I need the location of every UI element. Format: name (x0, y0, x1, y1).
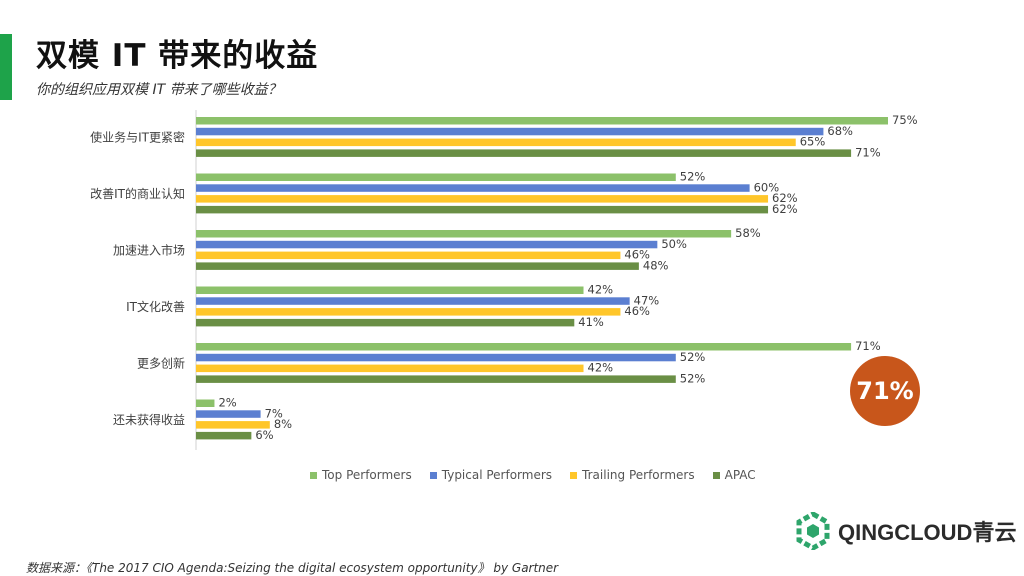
chart-legend: Top Performers Typical Performers Traili… (310, 468, 756, 482)
bar (196, 251, 621, 260)
data-label: 46% (624, 304, 650, 318)
data-label: 68% (827, 124, 853, 138)
category-label: 加速进入市场 (113, 243, 185, 258)
legend-swatch-top (310, 471, 317, 479)
category-label: 还未获得收益 (113, 412, 185, 427)
data-label: 47% (634, 293, 660, 307)
legend-item-top: Top Performers (310, 468, 412, 482)
legend-item-typical: Typical Performers (429, 468, 553, 482)
data-label: 52% (680, 371, 706, 385)
data-label: 6% (255, 428, 273, 442)
bar (196, 410, 261, 418)
bar (196, 138, 796, 147)
legend-swatch-typical (429, 471, 437, 479)
bar (196, 240, 658, 249)
legend-item-trailing: Trailing Performers (570, 468, 695, 482)
bar (196, 173, 676, 181)
bar (196, 308, 621, 316)
bar (196, 297, 630, 305)
bar (196, 431, 252, 440)
bar (196, 149, 852, 157)
data-label: 42% (588, 283, 614, 297)
data-label: 48% (643, 258, 669, 272)
data-label: 41% (578, 315, 604, 329)
bar (196, 184, 750, 192)
data-label: 71% (855, 145, 881, 159)
bar (196, 195, 769, 203)
qingcloud-logo: QINGCLOUD青云 (796, 512, 1016, 550)
data-label: 7% (265, 406, 283, 420)
source-footnote: 数据来源：《The 2017 CIO Agenda:Seizing the di… (26, 561, 559, 575)
data-label: 62% (772, 202, 798, 216)
data-label: 71% (855, 339, 881, 353)
data-label: 52% (680, 170, 706, 184)
bar (196, 375, 676, 383)
bar (196, 364, 584, 373)
bar-chart: 使业务与IT更紧密75%68%65%71%改善IT的商业认知52%60%62%6… (90, 110, 918, 450)
logo-text: QINGCLOUD青云 (838, 520, 1017, 545)
bar (196, 399, 215, 407)
legend-item-apac: APAC (712, 468, 756, 482)
data-label: 50% (661, 237, 687, 251)
category-label: 改善IT的商业认知 (90, 186, 185, 201)
data-label: 8% (274, 417, 292, 431)
data-label: 60% (754, 180, 780, 194)
legend-label-trailing: Trailing Performers (582, 468, 695, 482)
highlight-callout: 71% (850, 356, 920, 426)
category-label: IT文化改善 (126, 299, 185, 314)
category-label: 更多创新 (137, 356, 185, 371)
data-label: 42% (588, 361, 614, 375)
bar (196, 421, 270, 429)
bar (196, 127, 824, 136)
legend-label-top: Top Performers (322, 468, 412, 482)
data-label: 58% (735, 226, 761, 240)
category-label: 使业务与IT更紧密 (90, 130, 185, 145)
bar (196, 262, 639, 270)
data-label: 46% (624, 248, 650, 262)
data-label: 52% (680, 350, 706, 364)
bar (196, 353, 676, 362)
bar (196, 286, 584, 294)
legend-swatch-trailing (570, 471, 578, 479)
bar (196, 205, 769, 214)
bar (196, 117, 888, 125)
bar (196, 318, 575, 327)
page-title: 双模 IT 带来的收益 (36, 38, 319, 74)
data-label: 65% (800, 135, 826, 149)
page-subtitle: 你的组织应用双模 IT 带来了哪些收益？ (36, 82, 282, 98)
bar (196, 343, 852, 351)
bar (196, 230, 732, 238)
qingcloud-logo-icon (796, 512, 830, 550)
legend-swatch-apac (712, 471, 720, 479)
legend-label-apac: APAC (724, 468, 756, 482)
legend-label-typical: Typical Performers (441, 468, 553, 482)
data-label: 62% (772, 191, 798, 205)
data-label: 2% (218, 396, 236, 410)
data-label: 75% (892, 113, 918, 127)
title-accent-bar (0, 34, 12, 100)
